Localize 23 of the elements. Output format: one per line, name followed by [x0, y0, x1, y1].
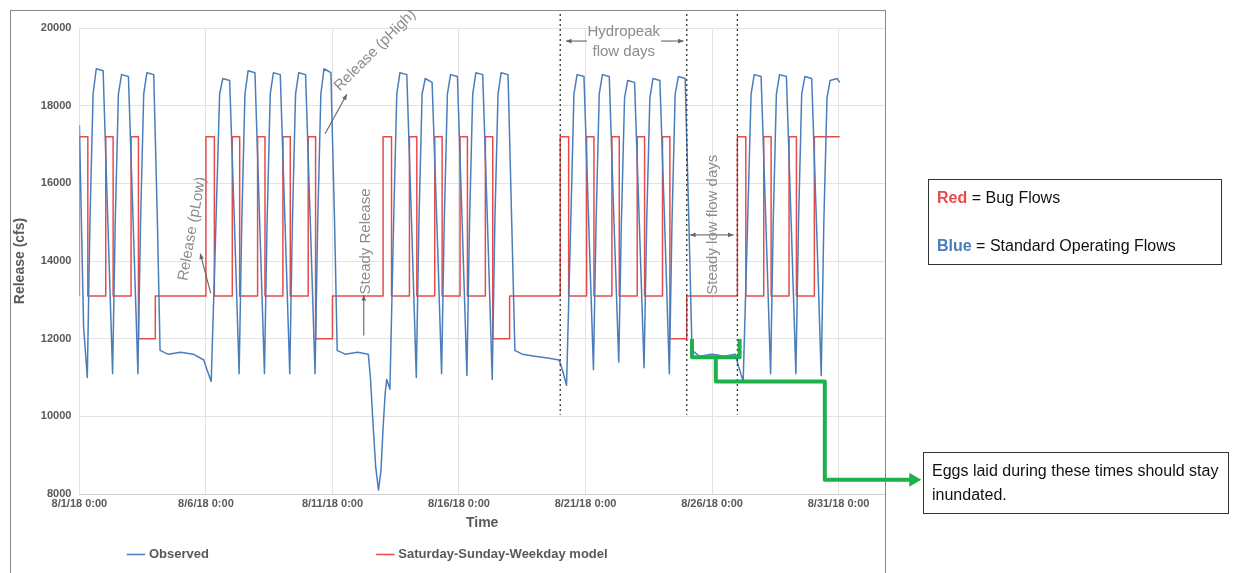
legend-label: Saturday-Sunday-Weekday model: [398, 546, 764, 562]
y-tick-label: 18000: [40, 98, 72, 111]
annotation: Hydropeak flow days: [587, 21, 661, 59]
annotation: Release (pLow): [173, 175, 209, 282]
y-axis-title: Release (cfs): [11, 217, 28, 305]
annotation: Steady Release: [355, 188, 373, 295]
y-tick-label: 20000: [40, 21, 72, 34]
legend-label: Observed: [148, 546, 365, 562]
y-tick-label: 10000: [40, 409, 72, 422]
y-tick-label: 16000: [40, 176, 72, 189]
x-tick-label: 8/11/18 0:00: [301, 496, 364, 509]
x-tick-label: 8/21/18 0:00: [554, 496, 617, 509]
text: Red = Bug Flows: [937, 188, 1062, 208]
text: Eggs laid during these times should stay inundated.: [923, 452, 1229, 514]
x-tick-label: 8/31/18 0:00: [807, 496, 870, 509]
text: Blue = Standard Operating Flows: [937, 236, 1177, 256]
x-tick-label: 8/26/18 0:00: [681, 496, 743, 509]
annotation: Steady low flow days: [702, 154, 720, 295]
x-tick-label: 8/16/18 0:00: [428, 496, 490, 509]
x-tick-label: 8/6/18 0:00: [178, 496, 234, 509]
x-axis-title: Time: [465, 514, 499, 531]
y-tick-label: 12000: [40, 331, 72, 344]
y-tick-label: 14000: [40, 254, 72, 267]
